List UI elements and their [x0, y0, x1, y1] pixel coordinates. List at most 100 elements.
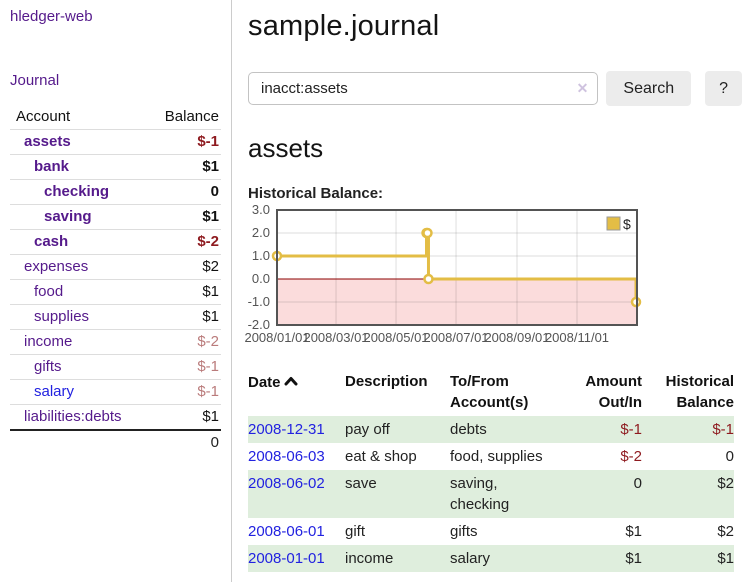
x-tick-label: 2008/09/01	[484, 330, 549, 345]
txn-accounts: salary	[450, 550, 491, 567]
account-row-income: income $-2	[10, 329, 221, 354]
txn-balance: $2	[717, 475, 734, 492]
account-link-expenses[interactable]: expenses	[24, 258, 89, 275]
account-row-checking: checking 0	[10, 179, 221, 204]
account-link-checking[interactable]: checking	[44, 183, 110, 200]
balance-column-header: Balance	[164, 108, 219, 125]
txn-description: save	[345, 475, 377, 492]
txn-description: gift	[345, 523, 366, 540]
accounts-table-header: Account Balance	[10, 105, 221, 129]
account-link-cash[interactable]: cash	[34, 233, 69, 250]
help-button[interactable]: ?	[705, 71, 742, 106]
txn-date: 2008-06-01	[248, 518, 345, 545]
historical-balance-chart: 3.0 2.0 1.0 0.0 -1.0 -2.0 2008/01/01 2008/03/01…	[244, 202, 742, 354]
account-balance: $1	[202, 308, 219, 325]
account-row-liabilities-debts: liabilities:debts $1	[10, 404, 221, 429]
column-header-amount: Amount Out/In	[585, 373, 642, 411]
clear-search-icon[interactable]: ✕	[576, 80, 589, 96]
search-input[interactable]	[248, 72, 599, 105]
app-title-link[interactable]: hledger-web	[10, 8, 93, 25]
column-header-date[interactable]: Date	[248, 368, 345, 416]
sort-ascending-icon	[284, 371, 298, 392]
account-row-supplies: supplies $1	[10, 304, 221, 329]
chart-marker	[422, 227, 433, 239]
register-table: Date Description To/From Account(s) Amou…	[248, 368, 734, 572]
legend-swatch	[606, 216, 621, 231]
txn-amount: $1	[625, 523, 642, 540]
register-row: 2008-06-02 save saving, checking 0 $2	[248, 470, 734, 518]
account-balance: $-1	[197, 133, 219, 150]
account-balance: $-2	[197, 233, 219, 250]
sidebar-total-value: 0	[210, 434, 219, 451]
sidebar-item-journal[interactable]: Journal	[10, 72, 60, 89]
account-balance: $1	[202, 208, 219, 225]
txn-date-link[interactable]: 2008-12-31	[248, 421, 325, 438]
legend-label: $	[623, 216, 631, 232]
negative-region	[277, 279, 637, 325]
txn-balance: $1	[717, 550, 734, 567]
account-link-liabilities-debts[interactable]: liabilities:debts	[24, 408, 122, 425]
account-link-income[interactable]: income	[24, 333, 73, 350]
txn-description: eat & shop	[345, 448, 417, 465]
register-row: 2008-06-01 gift gifts $1 $2	[248, 518, 734, 545]
txn-amount: $1	[625, 550, 642, 567]
txn-date-link[interactable]: 2008-01-01	[248, 550, 325, 567]
historical-balance-chart-svg: 3.0 2.0 1.0 0.0 -1.0 -2.02008/01/012008/03/01…	[244, 202, 642, 345]
x-tick-label: 2008/01/01	[244, 330, 309, 345]
x-tick-label: 2008/07/01	[423, 330, 488, 345]
txn-date-link[interactable]: 2008-06-01	[248, 523, 325, 540]
app-title: hledger-web	[10, 8, 221, 26]
txn-date-link[interactable]: 2008-06-02	[248, 475, 325, 492]
txn-description: pay off	[345, 421, 390, 438]
txn-date: 2008-06-02	[248, 470, 345, 518]
txn-date: 2008-06-03	[248, 443, 345, 470]
account-row-saving: saving $1	[10, 204, 221, 229]
account-balance: $-1	[197, 358, 219, 375]
txn-date: 2008-12-31	[248, 416, 345, 443]
txn-accounts: debts	[450, 421, 487, 438]
accounts-column-header: Account	[16, 108, 71, 125]
y-tick-label: -2.0	[248, 317, 270, 332]
y-tick-label: 0.0	[252, 271, 270, 286]
account-row-food: food $1	[10, 279, 221, 304]
account-balance: 0	[210, 183, 219, 200]
account-balance: $1	[202, 408, 219, 425]
account-link-supplies[interactable]: supplies	[34, 308, 90, 325]
chart-marker	[423, 273, 434, 285]
account-row-assets: assets $-1	[10, 129, 221, 154]
column-header-balance: Historical Balance	[665, 373, 734, 411]
account-balance: $1	[202, 158, 219, 175]
account-balance: $2	[202, 258, 219, 275]
account-row-bank: bank $1	[10, 154, 221, 179]
column-header-accounts: To/From Account(s)	[450, 373, 529, 411]
main-content: sample.journal ✕ Search ? assets Histori…	[232, 0, 742, 572]
search-box: ✕	[248, 72, 599, 105]
txn-date-link[interactable]: 2008-06-03	[248, 448, 325, 465]
txn-amount: $-2	[620, 448, 642, 465]
account-link-gifts[interactable]: gifts	[34, 358, 62, 375]
register-row: 2008-01-01 income salary $1 $1	[248, 545, 734, 572]
account-link-assets[interactable]: assets	[24, 133, 71, 150]
y-tick-label: 2.0	[252, 225, 270, 240]
register-header-row: Date Description To/From Account(s) Amou…	[248, 368, 734, 416]
account-link-bank[interactable]: bank	[34, 158, 70, 175]
account-link-salary[interactable]: salary	[34, 383, 75, 400]
chart-title: Historical Balance:	[248, 185, 384, 202]
accounts-table: Account Balance assets $-1 bank $1 check…	[10, 105, 221, 455]
txn-balance: 0	[725, 448, 734, 465]
account-heading: assets	[248, 133, 324, 163]
sidebar: hledger-web Journal Account Balance asse…	[0, 0, 232, 582]
x-tick-label: 2008/11/01	[545, 330, 609, 345]
txn-amount: $-1	[620, 421, 642, 438]
account-link-saving[interactable]: saving	[44, 208, 92, 225]
txn-date: 2008-01-01	[248, 545, 345, 572]
account-balance: $-1	[197, 383, 219, 400]
y-tick-label: -1.0	[248, 294, 270, 309]
account-link-food[interactable]: food	[34, 283, 64, 300]
txn-balance: $2	[717, 523, 734, 540]
x-tick-label: 2008/03/01	[303, 330, 368, 345]
plot-border	[276, 209, 638, 326]
txn-balance: $-1	[712, 421, 734, 438]
txn-accounts: gifts	[450, 523, 478, 540]
search-button[interactable]: Search	[606, 71, 692, 106]
